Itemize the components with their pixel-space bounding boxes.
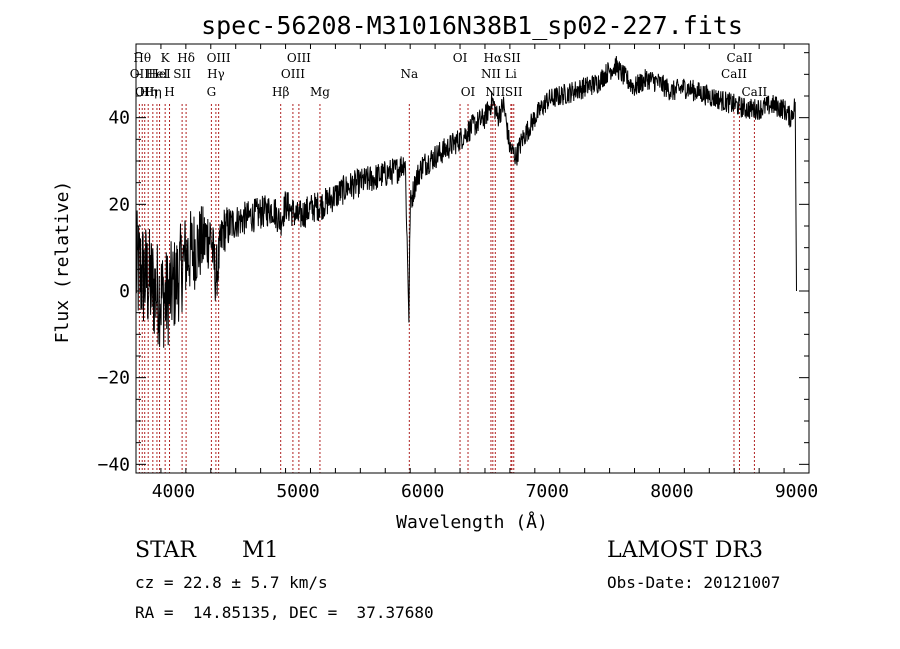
line-marker-label: SII bbox=[503, 51, 521, 65]
line-marker-label: H bbox=[164, 85, 174, 99]
coordinates-readout: RA = 14.85135, DEC = 37.37680 bbox=[135, 603, 434, 622]
line-marker-label: OIII bbox=[207, 51, 231, 65]
line-marker-label: Hγ bbox=[207, 67, 225, 81]
line-marker-label: NII bbox=[481, 67, 501, 81]
y-tick-label: 0 bbox=[119, 281, 130, 302]
line-marker-labels: OIIHθOIIHηHηHeIHeIKHSIIHδGHγOIIIHβOIIIOI… bbox=[130, 51, 768, 99]
line-marker-label: HeI bbox=[148, 67, 171, 81]
line-marker-label: CaII bbox=[721, 67, 747, 81]
x-tick-label: 7000 bbox=[526, 481, 569, 502]
spectrum-line bbox=[135, 56, 797, 348]
x-tick-label: 5000 bbox=[276, 481, 319, 502]
line-marker-label: SII bbox=[173, 67, 191, 81]
line-marker-label: Hη bbox=[139, 85, 157, 99]
y-tick-label: 20 bbox=[108, 194, 130, 215]
x-tick-label: 4000 bbox=[152, 481, 195, 502]
object-class: STAR bbox=[135, 538, 196, 563]
line-marker-label: Hη bbox=[144, 85, 162, 99]
line-markers bbox=[138, 104, 755, 473]
line-marker-label: NII bbox=[485, 85, 505, 99]
redshift-readout: cz = 22.8 ± 5.7 km/s bbox=[135, 573, 328, 592]
line-marker-label: Na bbox=[400, 67, 418, 81]
line-marker-label: HeI bbox=[146, 67, 169, 81]
object-subclass: M1 bbox=[242, 538, 279, 563]
x-axis-label: Wavelength (Å) bbox=[396, 511, 548, 533]
line-marker-label: OIII bbox=[287, 51, 311, 65]
line-marker-label: K bbox=[161, 51, 171, 65]
line-marker-label: G bbox=[207, 85, 217, 99]
obs-date: Obs-Date: 20121007 bbox=[607, 573, 781, 592]
line-marker-label: SII bbox=[505, 85, 523, 99]
line-marker-label: OIII bbox=[281, 67, 305, 81]
x-tick-label: 6000 bbox=[401, 481, 444, 502]
line-marker-label: Mg bbox=[310, 85, 330, 99]
line-marker-label: OI bbox=[461, 85, 476, 99]
chart-title: spec-56208-M31016N38B1_sp02-227.fits bbox=[201, 11, 743, 40]
line-marker-label: Hδ bbox=[177, 51, 195, 65]
line-marker-label: CaII bbox=[727, 51, 753, 65]
plot-frame bbox=[135, 43, 810, 474]
y-axis: −40 −20 0 20 40 bbox=[97, 52, 809, 475]
y-tick-label: 40 bbox=[108, 108, 130, 129]
line-marker-label: Li bbox=[505, 67, 517, 81]
line-marker-label: Hα bbox=[484, 51, 503, 65]
line-marker-label: CaII bbox=[741, 85, 767, 99]
x-tick-label: 8000 bbox=[650, 481, 693, 502]
y-axis-label: Flux (relative) bbox=[52, 181, 73, 344]
line-marker-label: OI bbox=[453, 51, 468, 65]
y-tick-label: −20 bbox=[97, 368, 130, 389]
x-axis: 4000 5000 6000 7000 8000 9000 bbox=[135, 44, 818, 502]
survey-name: LAMOST DR3 bbox=[607, 538, 763, 563]
line-marker-label: Hβ bbox=[272, 85, 289, 99]
y-tick-label: −40 bbox=[97, 454, 130, 475]
line-marker-label: Hθ bbox=[133, 51, 151, 65]
x-tick-label: 9000 bbox=[775, 481, 818, 502]
